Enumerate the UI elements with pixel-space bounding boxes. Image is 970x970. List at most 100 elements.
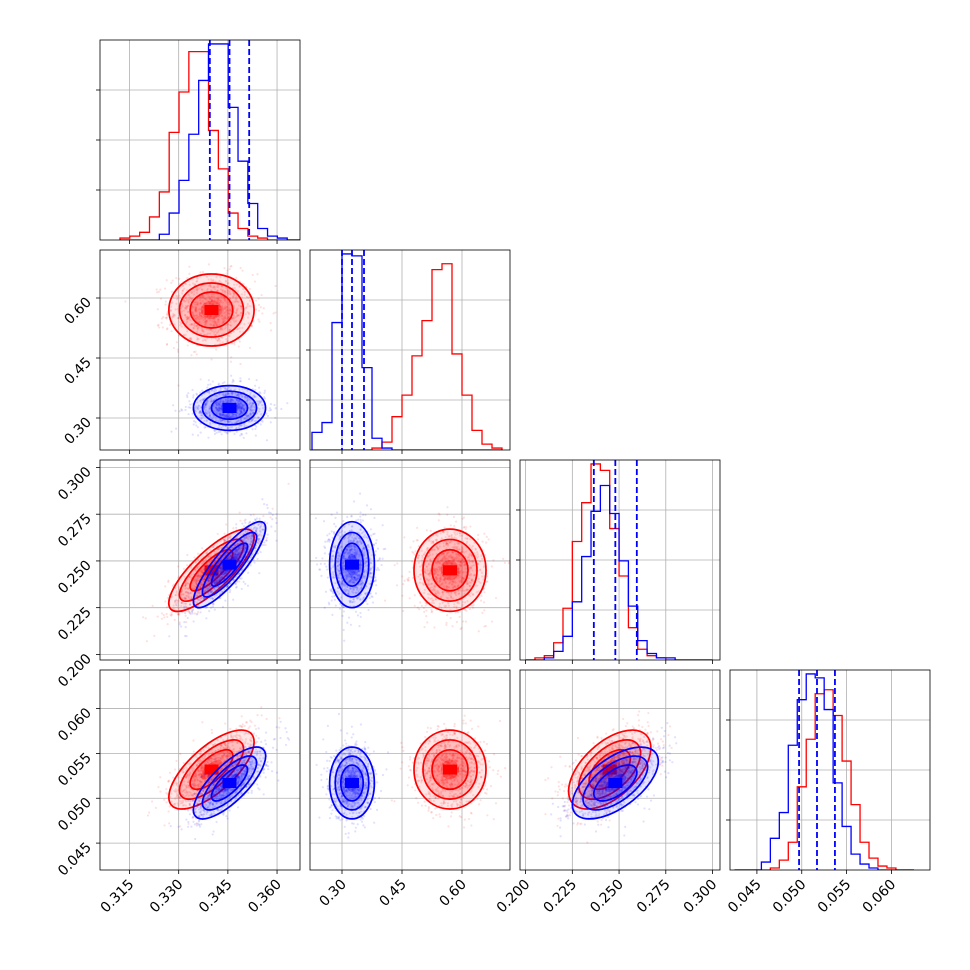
density-peak-blue bbox=[222, 559, 237, 570]
contour-line-red bbox=[413, 528, 487, 613]
x-tick-label: 0.275 bbox=[634, 877, 674, 917]
contour-line-red bbox=[189, 291, 234, 329]
grid-lines bbox=[520, 460, 720, 660]
y-tick-label: 0.060 bbox=[55, 705, 95, 745]
y-tick-label: 0.055 bbox=[55, 750, 95, 790]
grid-lines bbox=[100, 250, 300, 450]
panel-frame bbox=[99, 459, 301, 661]
x-tick-label: 0.045 bbox=[725, 877, 765, 917]
histogram-step-blue bbox=[734, 673, 914, 870]
contour-line-blue bbox=[210, 395, 249, 421]
density-panel-4-2 bbox=[309, 669, 511, 874]
x-tick-label: 0.300 bbox=[681, 877, 721, 917]
density-panel-3-1 bbox=[96, 459, 301, 664]
density-peak-red bbox=[443, 764, 457, 775]
contour-line-blue bbox=[201, 531, 258, 598]
histogram-panel-2 bbox=[306, 249, 511, 454]
histogram-panel-4 bbox=[726, 669, 931, 874]
contour-line-blue bbox=[334, 531, 370, 598]
contour-line-red bbox=[431, 748, 469, 791]
contour-line-blue bbox=[571, 746, 660, 820]
histogram-step-blue bbox=[311, 253, 502, 450]
histogram-step-red bbox=[119, 50, 300, 240]
grid-lines bbox=[310, 250, 510, 450]
contour-line-red bbox=[422, 538, 478, 602]
contour-line-red bbox=[431, 548, 469, 592]
density-peak-red bbox=[602, 764, 617, 775]
histogram-panel-3 bbox=[516, 459, 721, 664]
density-panel-3-2 bbox=[309, 459, 511, 664]
contour-line-blue bbox=[210, 764, 249, 802]
grid-lines bbox=[310, 670, 510, 870]
contour-line-blue bbox=[582, 755, 649, 811]
x-tick-label: 0.315 bbox=[98, 877, 138, 917]
histogram-panel-1 bbox=[96, 39, 301, 244]
grid-lines bbox=[520, 670, 720, 870]
y-tick-label: 0.045 bbox=[55, 840, 95, 880]
x-tick-label: 0.360 bbox=[245, 877, 285, 917]
y-tick-label: 0.225 bbox=[55, 604, 95, 644]
panel-frame bbox=[519, 669, 721, 871]
y-tick-label: 0.30 bbox=[61, 415, 94, 448]
density-panel-4-1 bbox=[96, 669, 301, 874]
x-tick-label: 0.330 bbox=[147, 877, 187, 917]
contour-line-blue bbox=[192, 746, 267, 820]
density-panel-4-3 bbox=[519, 669, 721, 874]
panel-frame bbox=[309, 459, 511, 661]
density-peak-blue bbox=[222, 778, 237, 789]
density-peak-red bbox=[204, 305, 219, 315]
density-peak-blue bbox=[608, 778, 623, 789]
x-tick-label: 0.345 bbox=[196, 877, 236, 917]
y-tick-label: 0.275 bbox=[55, 511, 95, 551]
grid-lines bbox=[100, 670, 300, 870]
x-tick-label: 0.250 bbox=[587, 877, 627, 917]
x-tick-label: 0.050 bbox=[770, 877, 810, 917]
y-tick-label: 0.45 bbox=[61, 355, 94, 388]
y-tick-label: 0.250 bbox=[55, 557, 95, 597]
density-panel-2-1 bbox=[96, 249, 301, 454]
density-peak-red bbox=[204, 764, 219, 775]
grid-lines bbox=[100, 40, 300, 240]
y-tick-label: 0.60 bbox=[61, 295, 94, 328]
contour-line-blue bbox=[201, 755, 258, 811]
panel-frame bbox=[309, 669, 511, 871]
y-tick-label: 0.050 bbox=[55, 795, 95, 835]
contour-line-red bbox=[422, 739, 478, 800]
contour-line-blue bbox=[328, 520, 376, 609]
grid-lines bbox=[100, 460, 300, 660]
y-tick-label: 0.200 bbox=[55, 651, 95, 691]
histogram-step-blue bbox=[525, 484, 713, 660]
contour-line-red bbox=[189, 748, 234, 791]
corner-panels bbox=[96, 39, 931, 874]
density-peak-blue bbox=[345, 778, 359, 789]
contour-line-blue bbox=[339, 542, 365, 588]
x-tick-label: 0.225 bbox=[541, 877, 581, 917]
x-tick-label: 0.200 bbox=[494, 877, 534, 917]
contour-line-blue bbox=[592, 764, 638, 802]
density-peak-blue bbox=[345, 559, 359, 570]
contour-line-red bbox=[168, 528, 255, 613]
density-peak-red bbox=[443, 565, 457, 576]
x-tick-label: 0.60 bbox=[436, 877, 469, 910]
histogram-step-blue bbox=[120, 43, 300, 240]
contour-line-red bbox=[168, 273, 255, 347]
contour-line-blue bbox=[339, 764, 365, 802]
histogram-step-red bbox=[734, 689, 914, 870]
x-tick-label: 0.060 bbox=[860, 877, 900, 917]
contour-line-blue bbox=[328, 746, 376, 820]
contour-line-red bbox=[178, 282, 245, 338]
contour-line-red bbox=[178, 538, 245, 602]
panel-frame bbox=[99, 249, 301, 451]
density-peak-blue bbox=[222, 403, 237, 413]
x-tick-label: 0.055 bbox=[815, 877, 855, 917]
grid-lines bbox=[310, 460, 510, 660]
histogram-step-red bbox=[312, 263, 503, 450]
y-tick-label: 0.300 bbox=[55, 464, 95, 504]
grid-lines bbox=[730, 670, 930, 870]
panel-frame bbox=[99, 669, 301, 871]
contour-line-blue bbox=[201, 390, 258, 426]
contour-line-blue bbox=[192, 384, 267, 432]
contour-line-blue bbox=[192, 520, 267, 609]
contour-line-red bbox=[578, 739, 642, 800]
